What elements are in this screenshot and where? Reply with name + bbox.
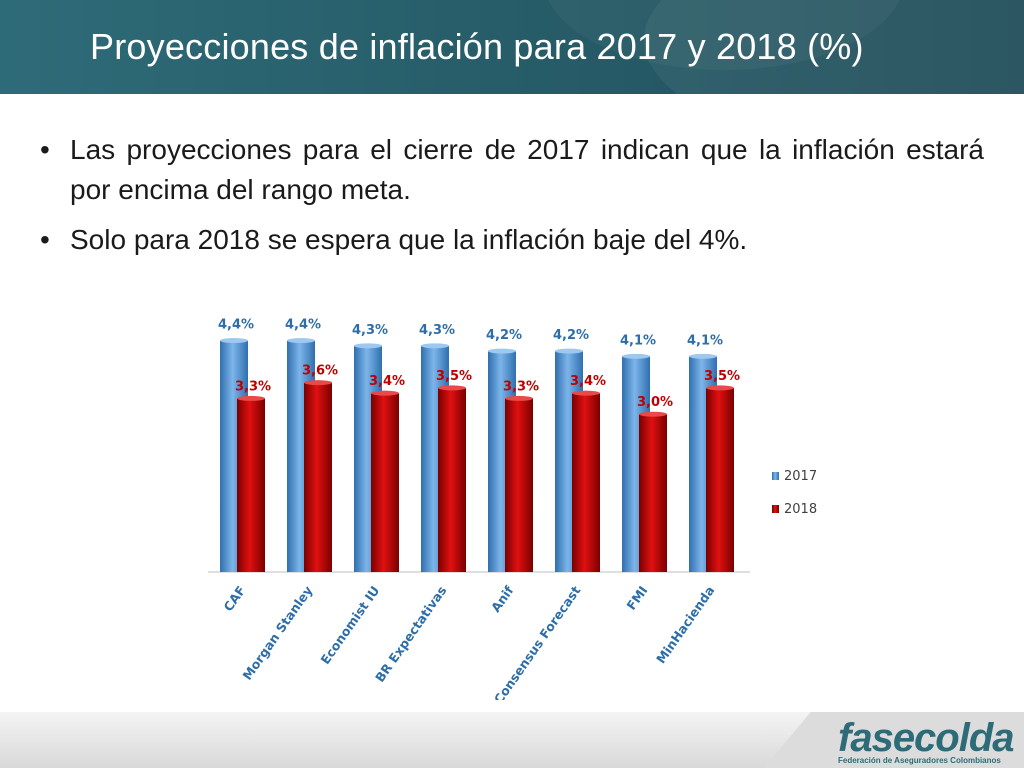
bar-2018-3 <box>438 387 466 572</box>
bullet-icon: • <box>40 224 50 255</box>
bar-top-2018-6 <box>639 411 667 417</box>
bar-top-2017-7 <box>689 353 717 359</box>
bar-2018-5 <box>572 393 600 572</box>
bar-2018-0 <box>237 398 265 572</box>
data-label-2017-7: 4,1% <box>687 333 723 348</box>
bar-2018-6 <box>639 414 667 572</box>
data-label-2018-5: 3,4% <box>570 374 606 389</box>
category-label-4: Anif <box>488 583 517 615</box>
category-label-1: Morgan Stanley <box>239 583 315 683</box>
logo-tagline: Federación de Aseguradores Colombianos <box>838 756 1001 765</box>
data-label-2018-1: 3,6% <box>302 364 338 379</box>
bullet-list: • Las proyecciones para el cierre de 201… <box>40 130 984 270</box>
legend-label-2017: 2017 <box>784 469 817 484</box>
bar-top-2018-5 <box>572 390 600 396</box>
bar-top-2018-1 <box>304 380 332 386</box>
bar-top-2017-1 <box>287 338 315 344</box>
plot-area: 4,4% 3,3% CAF 4,4% 3,6% Morgan Stanley 4,3% 3,4… <box>208 318 750 700</box>
data-label-2018-0: 3,3% <box>235 379 271 394</box>
bullet-text: Las proyecciones para el cierre de 2017 … <box>70 134 984 205</box>
legend-swatch-2017 <box>772 472 779 480</box>
bar-top-2017-5 <box>555 348 583 354</box>
data-label-2018-2: 3,4% <box>369 374 405 389</box>
bar-top-2018-3 <box>438 385 466 391</box>
data-label-2017-0: 4,4% <box>218 318 254 333</box>
data-label-2017-1: 4,4% <box>285 318 321 333</box>
slide-title: Proyecciones de inflación para 2017 y 20… <box>90 26 864 67</box>
category-label-2: Economist IU <box>317 583 382 667</box>
bar-top-2017-4 <box>488 348 516 354</box>
data-label-2018-6: 3,0% <box>637 395 673 410</box>
category-label-7: MinHacienda <box>653 583 717 666</box>
bar-top-2017-0 <box>220 338 248 344</box>
inflation-bar-chart: 4,4% 3,3% CAF 4,4% 3,6% Morgan Stanley 4,3% 3,4… <box>208 318 817 700</box>
data-label-2017-2: 4,3% <box>352 323 388 338</box>
data-label-2017-6: 4,1% <box>620 333 656 348</box>
data-label-2018-3: 3,5% <box>436 369 472 384</box>
bar-2018-4 <box>505 398 533 572</box>
bullet-item: • Solo para 2018 se espera que la inflac… <box>40 220 984 260</box>
bullet-item: • Las proyecciones para el cierre de 201… <box>40 130 984 210</box>
category-label-0: CAF <box>220 583 248 614</box>
bar-2018-2 <box>371 393 399 572</box>
bar-2018-7 <box>706 387 734 572</box>
category-label-3: BR Expectativas <box>372 583 449 685</box>
bullet-text: Solo para 2018 se espera que la inflació… <box>70 224 748 255</box>
data-label-2017-4: 4,2% <box>486 328 522 343</box>
legend-swatch-2018 <box>772 505 779 513</box>
bar-top-2017-6 <box>622 353 650 359</box>
bar-top-2017-3 <box>421 343 449 349</box>
header-decoration <box>644 0 1024 94</box>
bar-top-2018-7 <box>706 385 734 391</box>
bar-2018-1 <box>304 382 332 572</box>
data-label-2018-4: 3,3% <box>503 379 539 394</box>
title-bar: Proyecciones de inflación para 2017 y 20… <box>0 0 1024 94</box>
bullet-icon: • <box>40 134 50 165</box>
data-label-2017-3: 4,3% <box>419 323 455 338</box>
bar-top-2018-0 <box>237 395 265 401</box>
bar-top-2017-2 <box>354 343 382 349</box>
fasecolda-logo: fasecolda <box>838 716 1015 760</box>
data-label-2017-5: 4,2% <box>553 328 589 343</box>
bar-top-2018-2 <box>371 390 399 396</box>
data-label-2018-7: 3,5% <box>704 369 740 384</box>
chart-legend: 2017 2018 <box>772 469 817 517</box>
footer-logo-panel <box>764 712 1024 768</box>
category-label-6: FMI <box>623 583 650 613</box>
legend-label-2018: 2018 <box>784 502 817 517</box>
bar-top-2018-4 <box>505 395 533 401</box>
